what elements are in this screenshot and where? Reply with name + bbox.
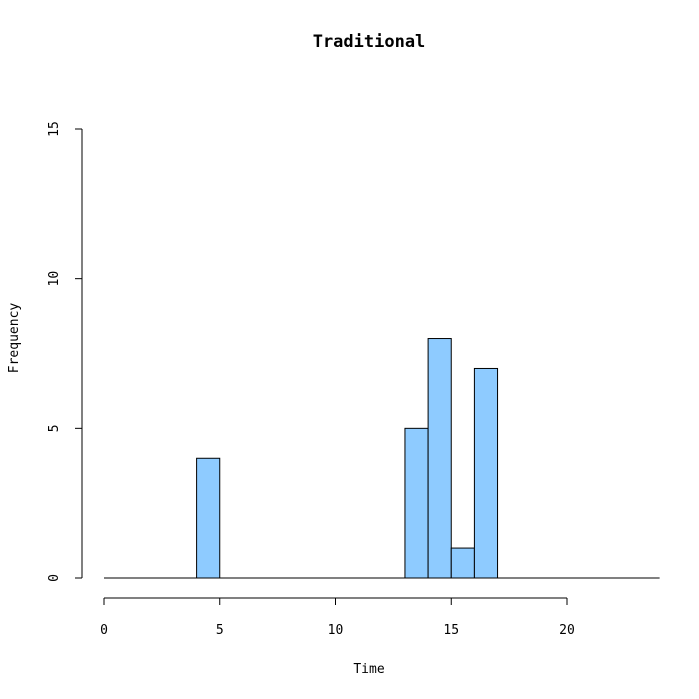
bar-16-17 bbox=[473, 367, 499, 579]
y-axis: 0 5 10 15 bbox=[47, 121, 83, 582]
y-tick-label-5: 5 bbox=[47, 424, 62, 432]
bars-group bbox=[196, 338, 499, 579]
x-tick-label-0: 0 bbox=[100, 623, 108, 638]
y-tick-label-10: 10 bbox=[47, 271, 62, 287]
bar-13-14 bbox=[404, 427, 429, 579]
y-axis-label: Frequency bbox=[7, 303, 22, 374]
bar-4-5 bbox=[196, 457, 221, 579]
x-tick-label-5: 5 bbox=[216, 623, 224, 638]
x-tick-label-15: 15 bbox=[443, 623, 459, 638]
x-tick-label-10: 10 bbox=[328, 623, 344, 638]
y-tick-label-15: 15 bbox=[47, 121, 62, 137]
y-tick-label-0: 0 bbox=[47, 574, 62, 582]
x-axis: 0 5 10 15 20 bbox=[100, 597, 575, 638]
x-axis-label: Time bbox=[353, 662, 384, 677]
x-tick-label-20: 20 bbox=[559, 623, 575, 638]
bar-14-15 bbox=[427, 338, 452, 579]
bar-15-16 bbox=[450, 547, 475, 579]
chart-title: Traditional bbox=[313, 32, 426, 52]
